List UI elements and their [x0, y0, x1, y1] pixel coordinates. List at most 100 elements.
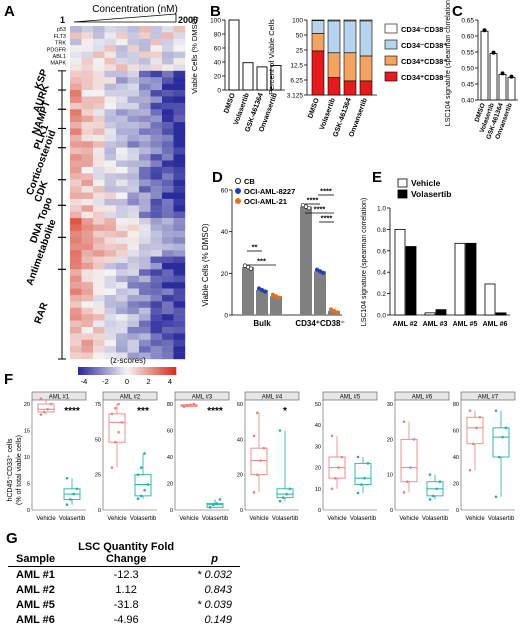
heatmap-cell [139, 26, 151, 33]
legend-color-step [107, 367, 111, 375]
f-point [186, 404, 189, 407]
f-y-tick: 0 [318, 508, 321, 514]
heatmap-cell [93, 314, 105, 321]
f-box [400, 438, 418, 483]
heatmap-cell [162, 154, 174, 161]
heatmap-cell [104, 77, 117, 84]
heatmap-cell [127, 173, 140, 180]
heatmap-cell [81, 96, 94, 104]
legend-color-step [117, 367, 120, 375]
heatmap-cell [162, 333, 174, 340]
heatmap-cell [127, 192, 140, 200]
e-category: AML #2 [393, 321, 418, 328]
heatmap-cell [162, 230, 174, 238]
heatmap-cell [81, 218, 94, 225]
e-category: AML #6 [483, 321, 508, 328]
f-y-tick: 0 [390, 508, 393, 514]
heatmap-cell [116, 192, 128, 200]
heatmap-cell [150, 90, 163, 97]
cell-sample: AML #1 [16, 568, 55, 581]
f-point [110, 412, 114, 416]
heatmap-cell [150, 64, 163, 72]
f-y-tick: 10 [387, 473, 393, 479]
heatmap-cell [70, 179, 82, 187]
heatmap-cell [127, 141, 140, 148]
heatmap-cell [116, 147, 128, 155]
heatmap-cell [70, 333, 82, 340]
heatmap-cell [104, 205, 117, 212]
heatmap-cell [150, 154, 163, 161]
heatmap-cell [104, 32, 117, 39]
heatmap-cell [70, 51, 82, 59]
heatmap-cell [162, 262, 174, 270]
e-bar [495, 312, 507, 316]
heatmap-cell [81, 154, 94, 161]
heatmap-cell [162, 38, 174, 46]
heatmap-cell [70, 339, 82, 347]
f-point [438, 480, 442, 484]
heatmap-cell [70, 205, 82, 212]
heatmap-cell [139, 77, 151, 84]
heatmap-cell [81, 83, 94, 91]
b1-bar [228, 19, 240, 91]
legend-color-step [114, 367, 118, 375]
heatmap-cell [104, 218, 117, 225]
f-ylabel: hCD45⁺CD33⁺ cells [7, 438, 14, 502]
heatmap-cell [93, 115, 105, 123]
heatmap-cell [93, 294, 105, 302]
heatmap-cell [139, 32, 151, 39]
f-y-tick: 30 [315, 444, 321, 450]
legend-color-step [97, 367, 101, 375]
heatmap-cell [93, 269, 105, 276]
heatmap-cell [127, 186, 140, 193]
heatmap-cell [127, 218, 140, 225]
heatmap-cell [150, 141, 163, 148]
f-group-label: Vehicle [36, 516, 56, 522]
heatmap-cell [81, 339, 94, 347]
f-y-tick: 10 [315, 487, 321, 493]
heatmap-cell [162, 320, 174, 328]
heatmap-cell [104, 64, 117, 72]
heatmap-cell [127, 294, 140, 302]
heatmap-cell [150, 275, 163, 283]
heatmap-cell [139, 154, 151, 161]
b2-stack-segment [343, 52, 357, 82]
heatmap-cell [150, 326, 163, 334]
gene-label: TRK [55, 41, 66, 47]
heatmap-cell [93, 51, 105, 59]
f-point [409, 466, 412, 469]
heatmap-cell [104, 333, 117, 340]
heatmap-cell [81, 26, 94, 33]
heatmap-cell [116, 160, 128, 168]
heatmap-cell [104, 166, 117, 174]
heatmap-cell [162, 211, 174, 219]
f-group-label: Volasertib [130, 516, 157, 522]
f-strip-title: AML #3 [192, 395, 213, 401]
f-point [494, 409, 498, 412]
heatmap-cell [93, 173, 105, 180]
heatmap-cell [139, 122, 151, 129]
f-point [406, 480, 409, 484]
f-y-tick: 5 [27, 482, 30, 488]
b1-bar [270, 65, 282, 91]
heatmap-cell [162, 166, 174, 174]
f-strip-title: AML #1 [49, 395, 70, 401]
panel-letter-a: A [4, 3, 15, 20]
e-bar [454, 242, 466, 316]
heatmap-cell [127, 301, 140, 308]
heatmap-cell [139, 192, 151, 200]
cell-p: 0.149 [204, 613, 233, 626]
heatmap-cell [70, 256, 82, 264]
heatmap-cell [173, 26, 186, 33]
heatmap-cell [150, 294, 163, 302]
heatmap-cell [127, 243, 140, 251]
e-bar [484, 283, 496, 316]
heatmap-cell [93, 320, 105, 328]
heatmap-cell [173, 352, 186, 360]
table-row: AML #1 -12.3 * 0.032 [8, 567, 240, 583]
heatmap-cell [173, 179, 186, 187]
f-point [363, 476, 366, 480]
f-y-tick: 80 [453, 402, 459, 408]
heatmap-cell [116, 314, 128, 321]
heatmap-cell [139, 179, 151, 187]
